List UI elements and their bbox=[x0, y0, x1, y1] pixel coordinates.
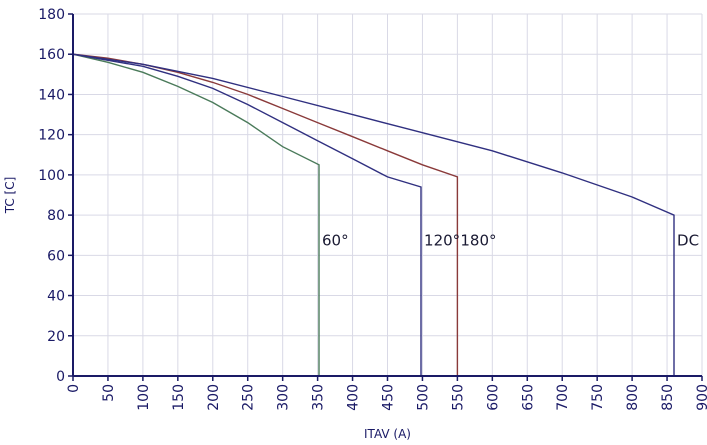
series-line bbox=[72, 53, 320, 376]
x-tick-label: 250 bbox=[241, 384, 257, 411]
y-tick-label: 120 bbox=[38, 128, 65, 144]
series-label: DC bbox=[677, 231, 699, 249]
series-label: 60° bbox=[322, 231, 349, 249]
series-labels: 60° 120° 180° DC bbox=[322, 231, 699, 249]
y-tick-label: 180 bbox=[38, 7, 65, 23]
y-axis-title: TC [C] bbox=[3, 177, 17, 215]
x-tick-label: 900 bbox=[695, 384, 707, 411]
x-tick-label: 150 bbox=[171, 384, 187, 411]
x-tick-label: 300 bbox=[276, 384, 292, 411]
y-tick-label: 100 bbox=[38, 168, 65, 184]
series-label: 120° bbox=[424, 231, 460, 249]
x-axis-title: ITAV (A) bbox=[364, 427, 411, 441]
y-tick-label: 60 bbox=[47, 248, 65, 264]
x-tick-label: 100 bbox=[136, 384, 152, 411]
x-tick-label: 650 bbox=[520, 384, 536, 411]
x-tick-label: 500 bbox=[415, 384, 431, 411]
series-lines bbox=[72, 53, 675, 376]
y-tick-label: 0 bbox=[56, 369, 65, 385]
y-tick-label: 80 bbox=[47, 208, 65, 224]
x-tick-labels: 0 50 100 150 200 250 300 350 400 450 500 550 600 650 7… bbox=[66, 384, 707, 411]
y-tick-label: 20 bbox=[47, 329, 65, 345]
x-tick-label: 400 bbox=[346, 384, 362, 411]
x-tick-label: 600 bbox=[485, 384, 501, 411]
y-tick-label: 40 bbox=[47, 289, 65, 305]
series-line bbox=[72, 53, 675, 376]
series-line bbox=[72, 53, 422, 376]
x-tick-label: 350 bbox=[311, 384, 327, 411]
x-tick-label: 750 bbox=[590, 384, 606, 411]
axes bbox=[68, 13, 703, 381]
x-tick-label: 700 bbox=[555, 384, 571, 411]
x-tick-label: 550 bbox=[450, 384, 466, 411]
grid bbox=[72, 13, 703, 377]
y-tick-label: 140 bbox=[38, 87, 65, 103]
x-tick-label: 850 bbox=[660, 384, 676, 411]
y-tick-labels: 0 20 40 60 80 100 120 140 160 180 bbox=[38, 7, 65, 385]
x-tick-label: 50 bbox=[101, 384, 117, 402]
x-tick-label: 200 bbox=[206, 384, 222, 411]
series-label: 180° bbox=[460, 231, 496, 249]
x-tick-label: 450 bbox=[381, 384, 397, 411]
x-tick-label: 800 bbox=[625, 384, 641, 411]
y-tick-label: 160 bbox=[38, 47, 65, 63]
x-tick-label: 0 bbox=[66, 384, 82, 393]
